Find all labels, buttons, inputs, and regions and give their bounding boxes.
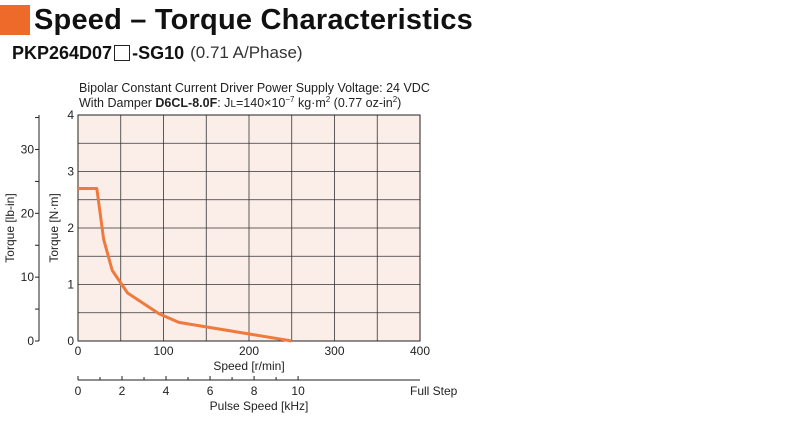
secondary-x-tick-label: 2 (119, 384, 126, 398)
secondary-x-tick-label: 0 (75, 384, 82, 398)
title-accent-square (0, 5, 30, 35)
inertia-exponent: −7 (285, 94, 295, 104)
secondary-y-tick-label: 30 (21, 142, 35, 156)
model-prefix: PKP264D07 (12, 42, 113, 63)
secondary-y-axis-label: Torque [lb-in] (3, 193, 17, 262)
model-suffix: -SG10 (132, 42, 185, 63)
secondary-x-axis-label: Pulse Speed [kHz] (210, 399, 309, 413)
inertia-oz: (0.77 oz-in (330, 96, 393, 110)
secondary-x-tick-label: 8 (251, 384, 258, 398)
y-axis-label: Torque [N·m] (47, 193, 61, 262)
secondary-x-tick-label: 4 (163, 384, 170, 398)
condition-line-2: With Damper D6CL-8.0F: JL=140×10−7 kg·m2… (79, 94, 402, 110)
model-line: PKP264D07 -SG10 (0.71 A/Phase) (12, 42, 303, 64)
condition-line-1: Bipolar Constant Current Driver Power Su… (79, 81, 430, 95)
damper-model: D6CL-8.0F (155, 96, 218, 110)
secondary-x-note: Full Step (410, 384, 458, 398)
x-tick-label: 400 (410, 344, 430, 358)
series-curves (78, 186, 292, 343)
page-title: Speed – Torque Characteristics (34, 3, 474, 36)
inertia-value: =140×10 (236, 96, 286, 110)
phase-rating: (0.71 A/Phase) (190, 43, 303, 62)
x-tick-label: 0 (75, 344, 82, 358)
x-tick-label: 100 (153, 344, 173, 358)
plot-border (77, 114, 421, 342)
damper-prefix: With Damper (79, 96, 156, 110)
inertia-unit: kg·m (294, 96, 326, 110)
inertia-oz-exponent: 2 (392, 94, 398, 104)
secondary-x-tick-label: 6 (207, 384, 214, 398)
secondary-y-tick-label: 10 (21, 270, 35, 284)
secondary-x-tick-label: 10 (291, 384, 305, 398)
y-tick-label: 1 (67, 278, 74, 292)
inertia-subscript: L (230, 99, 236, 110)
title-bar: Speed – Torque Characteristics (0, 3, 473, 37)
inertia-label: : J (217, 96, 231, 110)
inertia-close: ) (397, 96, 402, 110)
x-tick-label: 300 (324, 344, 344, 358)
x-axis-label: Speed [r/min] (213, 359, 284, 373)
model-placeholder-box (114, 45, 131, 61)
grid-lines (78, 115, 420, 341)
y-tick-label: 2 (67, 221, 74, 235)
secondary-y-tick-label: 0 (27, 334, 34, 348)
torque-curve (78, 186, 292, 343)
secondary-y-tick-label: 20 (21, 206, 35, 220)
y-tick-label: 4 (67, 108, 74, 122)
y-tick-label: 3 (67, 165, 74, 179)
y-tick-label: 0 (67, 334, 74, 348)
x-tick-label: 200 (239, 344, 259, 358)
inertia-unit-exponent: 2 (325, 94, 331, 104)
